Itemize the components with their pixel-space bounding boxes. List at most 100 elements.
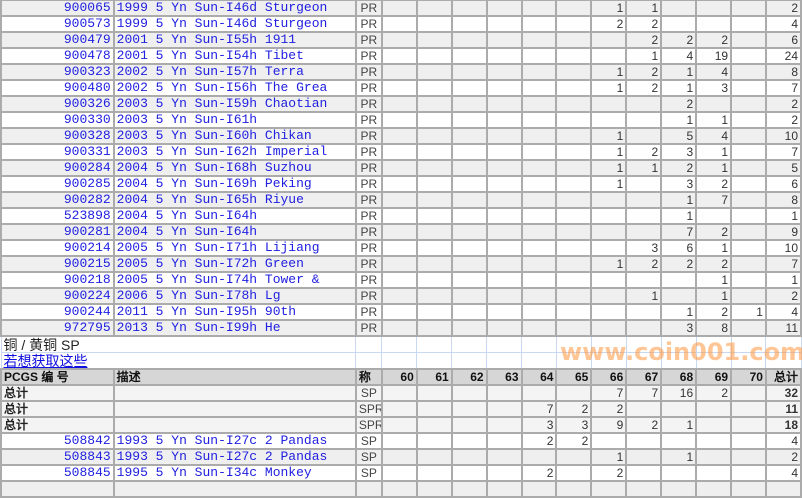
grade-61-count bbox=[415, 287, 453, 305]
grade-70-count bbox=[730, 95, 767, 113]
grade-63-count bbox=[485, 271, 523, 289]
section-row: 铜 / 黄铜 SP bbox=[0, 335, 802, 353]
grade-68-count bbox=[660, 287, 698, 305]
coin-description-link[interactable]: 2001 5 Yn Sun-I55h 1911 bbox=[112, 31, 357, 49]
designation: PR bbox=[354, 47, 383, 65]
grade-66-count bbox=[590, 223, 628, 241]
coin-description-link[interactable]: 2006 5 Yn Sun-I78h Lg bbox=[112, 287, 357, 305]
empty-cell bbox=[660, 335, 697, 353]
coin-description-link[interactable]: 2002 5 Yn Sun-I56h The Grea bbox=[112, 79, 357, 97]
pcgs-number-link[interactable]: 900323 bbox=[0, 63, 115, 81]
grade-68-count: 1 bbox=[660, 303, 698, 321]
coin-description-link[interactable]: 2004 5 Yn Sun-I65h Riyue bbox=[112, 191, 357, 209]
coin-description-link[interactable]: 1999 5 Yn Sun-I46d Sturgeon bbox=[112, 15, 357, 33]
pcgs-number-link[interactable]: 508845 bbox=[0, 464, 115, 482]
designation: PR bbox=[354, 159, 383, 177]
grade-63-count bbox=[485, 416, 523, 434]
pcgs-number-link[interactable]: 900282 bbox=[0, 191, 115, 209]
pcgs-number-link[interactable]: 900330 bbox=[0, 111, 115, 129]
coin-description-link[interactable]: 2003 5 Yn Sun-I59h Chaotian bbox=[112, 95, 357, 113]
pcgs-number-link[interactable]: 900065 bbox=[0, 0, 115, 17]
grade-70-count bbox=[730, 15, 767, 33]
section-link[interactable]: 若想获取这些 bbox=[0, 352, 357, 370]
grade-62-count bbox=[450, 79, 488, 97]
pcgs-number-link[interactable]: 900331 bbox=[0, 143, 115, 161]
coin-description-link[interactable]: 2004 5 Yn Sun-I64h bbox=[112, 207, 357, 225]
pcgs-number-link[interactable]: 900479 bbox=[0, 31, 115, 49]
pcgs-number-link[interactable]: 972795 bbox=[0, 319, 115, 337]
pcgs-number-link[interactable]: 523898 bbox=[0, 207, 115, 225]
coin-description-link[interactable]: 2003 5 Yn Sun-I61h bbox=[112, 111, 357, 129]
row-total: 8 bbox=[764, 191, 802, 209]
pcgs-number-link[interactable]: 900326 bbox=[0, 95, 115, 113]
grade-69-count: 7 bbox=[695, 191, 733, 209]
coin-description-link[interactable]: 2001 5 Yn Sun-I54h Tibet bbox=[112, 47, 357, 65]
coin-description-link[interactable]: 1995 5 Yn Sun-I34c Monkey bbox=[112, 464, 357, 482]
pcgs-number-link[interactable]: 900285 bbox=[0, 175, 115, 193]
coin-description-link[interactable]: 2004 5 Yn Sun-I68h Suzhou bbox=[112, 159, 357, 177]
pcgs-number-link[interactable]: 900244 bbox=[0, 303, 115, 321]
coin-description-link[interactable]: 2011 5 Yn Sun-I95h 90th bbox=[112, 303, 357, 321]
grade-70-count bbox=[730, 143, 767, 161]
coin-description-link[interactable]: 2013 5 Yn Sun-I99h He bbox=[112, 319, 357, 337]
pcgs-number-link[interactable]: 508842 bbox=[0, 432, 115, 450]
pcgs-number-link[interactable]: 508843 bbox=[0, 448, 115, 466]
coin-description-link[interactable]: 2003 5 Yn Sun-I60h Chikan bbox=[112, 127, 357, 145]
coin-description-link[interactable]: 2004 5 Yn Sun-I69h Peking bbox=[112, 175, 357, 193]
pcgs-number-link[interactable]: 900478 bbox=[0, 47, 115, 65]
grade-67-count bbox=[625, 319, 663, 337]
grade-65-count bbox=[555, 191, 593, 209]
coin-description-link[interactable]: 2003 5 Yn Sun-I62h Imperial bbox=[112, 143, 357, 161]
pcgs-number-link[interactable]: 900328 bbox=[0, 127, 115, 145]
grade-64-count: 7 bbox=[520, 400, 558, 418]
grade-60-count bbox=[380, 143, 418, 161]
grade-62-count bbox=[450, 255, 488, 273]
grade-68-count: 1 bbox=[660, 207, 698, 225]
designation: PR bbox=[354, 15, 383, 33]
coin-description-link[interactable]: 2002 5 Yn Sun-I57h Terra bbox=[112, 63, 357, 81]
grade-62-count bbox=[450, 400, 488, 418]
empty-cell bbox=[354, 480, 383, 498]
coin-description-link[interactable]: 2004 5 Yn Sun-I64h bbox=[112, 223, 357, 241]
table-row: 900282 2004 5 Yn Sun-I65h Riyue PR 1 7 8 bbox=[0, 191, 802, 209]
grade-65-count bbox=[555, 15, 593, 33]
grade-67-count: 1 bbox=[625, 47, 663, 65]
grade-62-count bbox=[450, 111, 488, 129]
grade-65-count bbox=[555, 255, 593, 273]
designation: PR bbox=[354, 319, 383, 337]
grade-66-count: 1 bbox=[590, 79, 628, 97]
coin-description-link[interactable]: 1993 5 Yn Sun-I27c 2 Pandas bbox=[112, 432, 357, 450]
pcgs-number-link[interactable]: 900284 bbox=[0, 159, 115, 177]
grade-70-count: 1 bbox=[730, 303, 767, 321]
grade-60-count bbox=[380, 31, 418, 49]
grade-66-count: 2 bbox=[590, 464, 628, 482]
pcgs-number-link[interactable]: 900224 bbox=[0, 287, 115, 305]
pcgs-number-link[interactable]: 900281 bbox=[0, 223, 115, 241]
designation: PR bbox=[354, 255, 383, 273]
pcgs-number-link[interactable]: 900215 bbox=[0, 255, 115, 273]
pcgs-number-link[interactable]: 900480 bbox=[0, 79, 115, 97]
coin-description-link[interactable]: 2005 5 Yn Sun-I72h Green bbox=[112, 255, 357, 273]
grade-66-count bbox=[590, 287, 628, 305]
pcgs-number-link[interactable]: 900573 bbox=[0, 15, 115, 33]
coin-description-link[interactable]: 2005 5 Yn Sun-I74h Tower & bbox=[112, 271, 357, 289]
grade-69-count: 2 bbox=[695, 255, 733, 273]
pcgs-number-link[interactable]: 900214 bbox=[0, 239, 115, 257]
empty-cell bbox=[625, 335, 662, 353]
empty-cell bbox=[625, 480, 663, 498]
designation: SP bbox=[354, 384, 383, 402]
pcgs-number-link[interactable]: 900218 bbox=[0, 271, 115, 289]
grade-66-count bbox=[590, 47, 628, 65]
grade-69-count bbox=[695, 416, 733, 434]
designation: SP bbox=[354, 432, 383, 450]
header-grade-66: 66 bbox=[590, 368, 628, 386]
empty-cell bbox=[451, 335, 488, 353]
empty-cell bbox=[555, 352, 592, 370]
grade-64-count bbox=[520, 319, 558, 337]
coin-description-link[interactable]: 1999 5 Yn Sun-I46d Sturgeon bbox=[112, 0, 357, 17]
coin-description-link[interactable]: 2005 5 Yn Sun-I71h Lijiang bbox=[112, 239, 357, 257]
header-grade-63: 63 bbox=[485, 368, 523, 386]
table-row: 900224 2006 5 Yn Sun-I78h Lg PR 1 1 2 bbox=[0, 287, 802, 305]
coin-description-link[interactable]: 1993 5 Yn Sun-I27c 2 Pandas bbox=[112, 448, 357, 466]
grade-62-count bbox=[450, 303, 488, 321]
